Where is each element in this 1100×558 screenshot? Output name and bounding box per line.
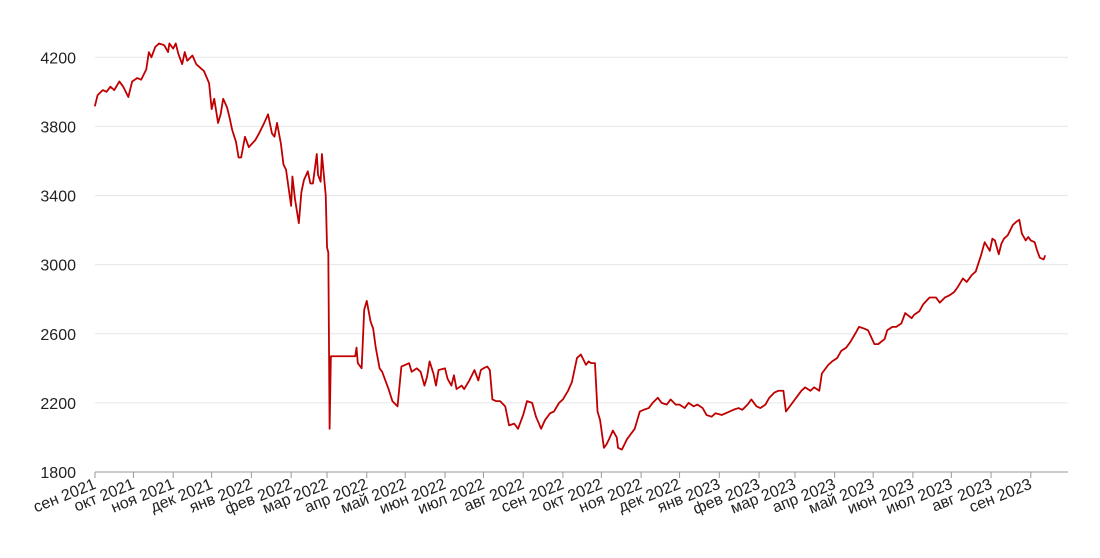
y-tick-label: 3800 bbox=[40, 119, 76, 136]
y-tick-label: 3000 bbox=[40, 258, 76, 275]
y-tick-label: 3400 bbox=[40, 189, 76, 206]
y-tick-label: 4200 bbox=[40, 50, 76, 67]
y-axis-tick-labels: 1800 2200 2600 3000 3400 3800 4200 bbox=[40, 50, 76, 482]
series-group bbox=[94, 42, 1046, 451]
y-gridlines bbox=[95, 56, 1068, 404]
y-tick-label: 2200 bbox=[40, 396, 76, 413]
series-line-0 bbox=[94, 42, 1046, 451]
y-tick-label: 1800 bbox=[40, 465, 76, 482]
y-tick-label: 2600 bbox=[40, 327, 76, 344]
